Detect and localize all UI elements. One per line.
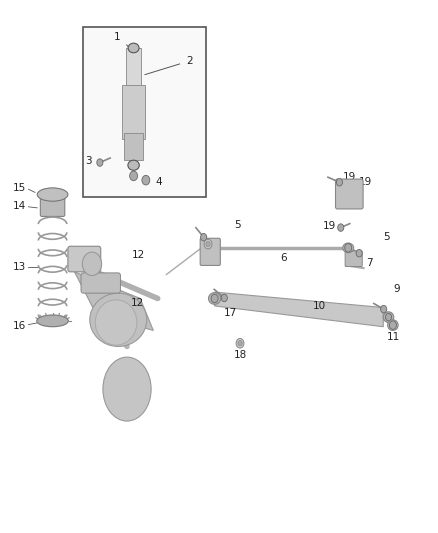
Text: 8: 8 [201,251,208,261]
Ellipse shape [128,160,139,170]
Circle shape [236,338,244,348]
Circle shape [206,241,210,247]
Circle shape [336,179,343,186]
Circle shape [211,294,218,303]
Bar [126,48,141,96]
Circle shape [130,171,138,181]
Circle shape [204,239,212,249]
Text: 17: 17 [224,308,237,318]
Bar [124,133,143,160]
Bar [83,27,206,197]
Text: 5: 5 [234,220,241,230]
Text: 13: 13 [13,262,26,271]
Text: 16: 16 [13,321,26,331]
Ellipse shape [37,188,68,201]
Text: 18: 18 [233,350,247,360]
Polygon shape [215,292,383,327]
Circle shape [356,249,362,257]
Circle shape [82,252,102,276]
Circle shape [338,224,344,231]
Text: 5: 5 [383,232,390,241]
Circle shape [385,313,392,321]
Ellipse shape [90,293,147,346]
Text: 12: 12 [131,298,144,308]
Ellipse shape [208,293,221,304]
FancyBboxPatch shape [345,251,362,266]
Ellipse shape [37,315,68,327]
Circle shape [389,321,396,329]
Text: 19: 19 [323,221,336,231]
FancyBboxPatch shape [336,179,363,209]
Text: 6: 6 [280,253,287,263]
Circle shape [238,341,242,346]
Text: 14: 14 [13,201,26,211]
FancyBboxPatch shape [40,196,65,216]
Ellipse shape [103,357,151,421]
Circle shape [221,294,227,302]
Text: 9: 9 [393,285,400,294]
Text: 2: 2 [186,56,193,66]
Text: 4: 4 [155,177,162,187]
Ellipse shape [128,43,139,53]
FancyBboxPatch shape [68,246,101,272]
Ellipse shape [95,300,137,345]
Ellipse shape [343,243,354,253]
Ellipse shape [383,312,394,322]
Circle shape [97,159,103,166]
Polygon shape [74,272,153,330]
FancyBboxPatch shape [81,273,120,293]
Text: 7: 7 [366,258,372,268]
Ellipse shape [388,320,398,330]
Text: 12: 12 [131,251,145,260]
FancyBboxPatch shape [200,238,220,265]
Text: 10: 10 [313,301,326,311]
Text: 20: 20 [342,199,354,208]
Bar [122,85,145,139]
Text: 15: 15 [13,183,26,192]
Text: 11: 11 [387,332,400,342]
Text: 1: 1 [114,31,121,42]
Text: 19: 19 [359,177,372,187]
Circle shape [345,244,352,252]
Text: 19: 19 [343,172,356,182]
Circle shape [142,175,150,185]
Circle shape [381,305,387,313]
Text: 3: 3 [85,156,92,166]
Circle shape [201,233,207,241]
